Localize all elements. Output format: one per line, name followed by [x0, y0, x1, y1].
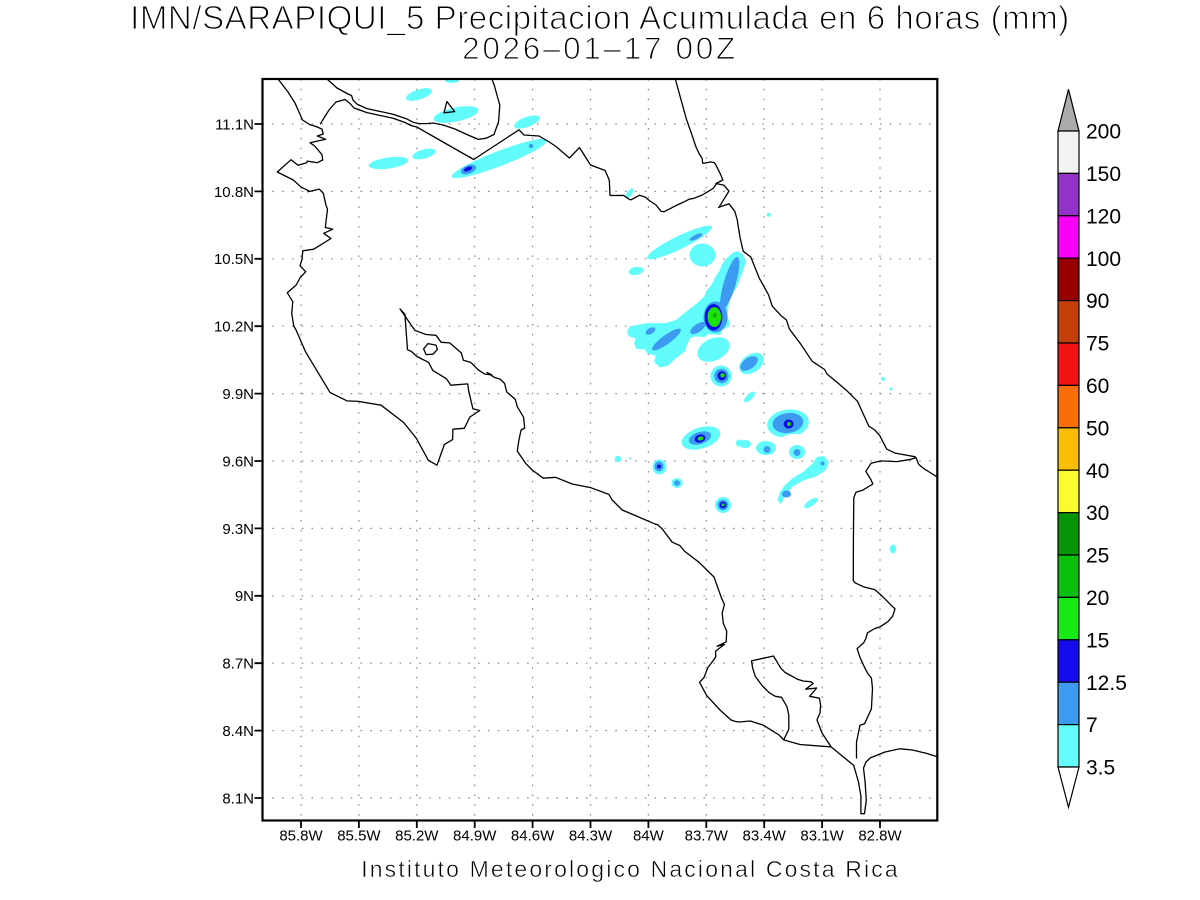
svg-text:8.4N: 8.4N — [222, 723, 254, 740]
svg-text:8.1N: 8.1N — [222, 790, 254, 807]
svg-text:9.6N: 9.6N — [222, 453, 254, 470]
svg-text:84.3W: 84.3W — [569, 827, 613, 844]
svg-text:85.2W: 85.2W — [395, 827, 439, 844]
svg-text:25: 25 — [1086, 545, 1109, 568]
svg-text:90: 90 — [1086, 290, 1109, 313]
svg-text:10.5N: 10.5N — [214, 251, 254, 268]
svg-text:84W: 84W — [633, 827, 665, 844]
svg-text:120: 120 — [1086, 205, 1121, 228]
svg-text:100: 100 — [1086, 248, 1121, 271]
svg-text:75: 75 — [1086, 333, 1109, 356]
svg-text:85.8W: 85.8W — [279, 827, 323, 844]
svg-text:60: 60 — [1086, 375, 1109, 398]
svg-text:12.5: 12.5 — [1086, 672, 1127, 695]
svg-text:83.4W: 83.4W — [743, 827, 787, 844]
svg-text:50: 50 — [1086, 417, 1109, 440]
svg-text:85.5W: 85.5W — [337, 827, 381, 844]
svg-text:8.7N: 8.7N — [222, 656, 254, 673]
svg-text:150: 150 — [1086, 163, 1121, 186]
svg-text:200: 200 — [1086, 121, 1121, 144]
svg-text:11.1N: 11.1N — [215, 116, 254, 133]
svg-text:3.5: 3.5 — [1086, 757, 1115, 780]
svg-text:83.7W: 83.7W — [685, 827, 729, 844]
svg-text:9.9N: 9.9N — [222, 386, 254, 403]
svg-text:10.2N: 10.2N — [214, 319, 254, 336]
svg-text:40: 40 — [1086, 460, 1109, 483]
svg-text:82.8W: 82.8W — [858, 827, 902, 844]
svg-text:9N: 9N — [235, 588, 254, 605]
svg-text:20: 20 — [1086, 587, 1109, 610]
svg-text:84.6W: 84.6W — [511, 827, 555, 844]
svg-text:15: 15 — [1086, 629, 1109, 652]
svg-text:9.3N: 9.3N — [222, 521, 254, 538]
svg-text:30: 30 — [1086, 502, 1109, 525]
svg-text:84.9W: 84.9W — [453, 827, 497, 844]
svg-text:10.8N: 10.8N — [214, 184, 254, 201]
svg-text:83.1W: 83.1W — [800, 827, 844, 844]
svg-text:7: 7 — [1086, 714, 1098, 737]
